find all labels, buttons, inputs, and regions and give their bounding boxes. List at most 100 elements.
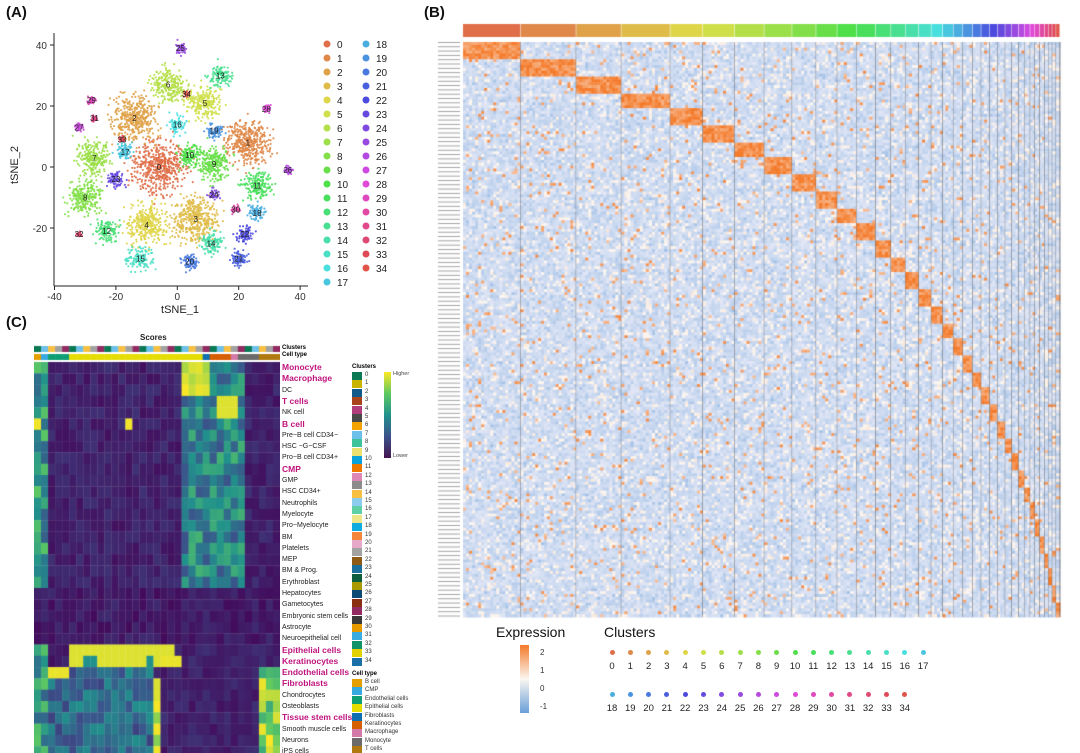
cluster-point: [97, 173, 100, 176]
cluster-point: [91, 184, 94, 187]
cluster-point: [141, 168, 144, 172]
cluster-point: [141, 124, 144, 127]
cluster-point: [250, 198, 253, 201]
cluster-point: [237, 266, 241, 270]
cluster-point: [223, 166, 226, 169]
cluster-point: [91, 198, 94, 201]
cluster-point: [145, 115, 149, 118]
cluster-point: [81, 147, 84, 150]
cluster-point: [246, 137, 249, 140]
cluster-point: [142, 155, 146, 159]
cluster-point: [126, 125, 129, 128]
cluster-point: [112, 124, 116, 128]
cluster-point: [68, 193, 71, 197]
cluster-point: [154, 187, 157, 190]
cluster-point: [154, 197, 157, 200]
cluster-point: [166, 182, 169, 186]
cluster-point: [193, 210, 196, 213]
cluster-point: [79, 190, 82, 193]
cluster-label: 21: [234, 255, 243, 264]
cluster-point: [201, 163, 204, 166]
cluster-point: [133, 170, 136, 173]
cluster-point: [171, 186, 174, 189]
cluster-point: [206, 136, 209, 140]
cluster-point: [230, 77, 234, 80]
cluster-point: [228, 134, 231, 137]
cluster-point: [264, 161, 267, 164]
cluster-point: [178, 78, 181, 81]
cluster-point: [198, 244, 201, 247]
cluster-point: [242, 164, 246, 167]
cluster-point: [140, 120, 144, 123]
cluster-point: [197, 212, 200, 215]
cluster-point: [104, 146, 107, 149]
cluster-point: [250, 131, 253, 135]
cluster-point: [222, 236, 225, 240]
cluster-point: [82, 195, 85, 198]
cluster-point: [211, 154, 215, 157]
cluster-point: [99, 141, 102, 144]
cluster-point: [211, 158, 214, 161]
cluster-point: [156, 148, 159, 151]
cluster-point: [133, 175, 136, 178]
cluster-point: [190, 232, 194, 235]
cluster-point: [190, 163, 193, 167]
cluster-point: [155, 208, 159, 211]
cluster-point: [95, 230, 99, 233]
cluster-point: [177, 235, 180, 238]
cluster-point: [120, 174, 123, 177]
cluster-point: [159, 127, 162, 130]
cluster-point: [180, 261, 183, 264]
cluster-point: [191, 211, 194, 214]
cluster-point: [196, 217, 199, 220]
cluster-point: [214, 177, 217, 180]
legend-swatch: [323, 138, 331, 146]
cluster-point: [190, 98, 193, 101]
cluster-point: [210, 78, 213, 82]
cluster-point: [174, 220, 177, 223]
cluster-point: [110, 241, 113, 244]
cluster-point: [83, 183, 86, 186]
cluster-point: [207, 149, 211, 153]
cluster-point: [152, 94, 155, 97]
cluster-point: [151, 201, 154, 204]
cluster-point: [213, 135, 216, 138]
cluster-point: [210, 164, 213, 167]
cluster-point: [227, 147, 230, 150]
cluster-point: [195, 234, 198, 237]
cluster-point: [166, 98, 170, 101]
cluster-point: [270, 183, 274, 186]
cluster-point: [113, 240, 117, 243]
cluster-point: [108, 152, 111, 156]
cluster-point: [139, 187, 142, 191]
cluster-point: [251, 152, 255, 155]
cluster-point: [212, 147, 215, 150]
cluster-point: [196, 116, 199, 119]
cluster-point: [238, 184, 241, 187]
cluster-point: [107, 223, 110, 226]
cluster-point: [196, 227, 199, 230]
cluster-point: [201, 239, 204, 242]
cluster-point: [166, 224, 169, 228]
cluster-point: [159, 182, 162, 185]
cluster-point: [145, 146, 148, 149]
cluster-point: [255, 192, 258, 195]
cluster-point: [228, 146, 232, 149]
cluster-point: [92, 188, 96, 191]
cluster-point: [176, 130, 179, 133]
cluster-point: [157, 158, 161, 161]
cluster-point: [169, 88, 172, 92]
cluster-point: [107, 234, 111, 238]
cluster-point: [274, 182, 277, 185]
cluster-point: [148, 216, 151, 219]
cluster-point: [186, 171, 189, 174]
cluster-point: [178, 134, 181, 137]
cluster-point: [192, 151, 195, 154]
cluster-point: [222, 154, 226, 157]
cluster-point: [213, 139, 216, 142]
cluster-point: [179, 86, 182, 89]
cluster-point: [152, 257, 155, 261]
cluster-point: [177, 147, 181, 150]
cluster-point: [91, 156, 94, 160]
cluster-point: [87, 149, 90, 152]
